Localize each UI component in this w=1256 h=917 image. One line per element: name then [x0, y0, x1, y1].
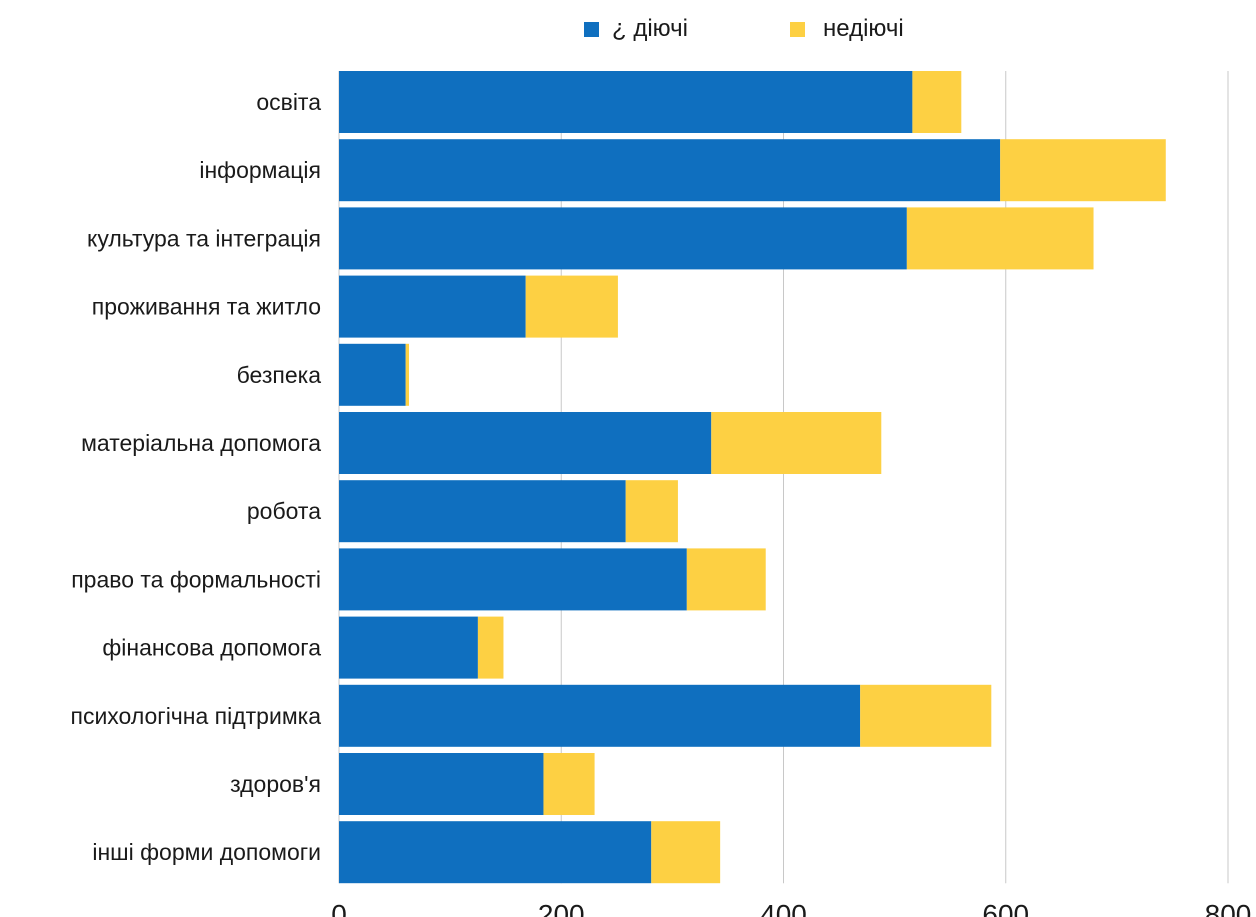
category-labels: освіта інформація культура та інтеграція пр… — [71, 89, 322, 865]
bar-active — [339, 412, 712, 474]
bar-active — [339, 821, 652, 884]
bar-active — [339, 753, 544, 815]
bar-inactive — [525, 275, 618, 338]
bar-inactive — [686, 548, 766, 611]
category-label: фінансова допомога — [102, 635, 321, 661]
x-tick-label: 600 — [982, 899, 1029, 917]
x-axis-ticks: 0 200 400 600 800 — [331, 899, 1251, 917]
category-label: безпека — [237, 362, 322, 388]
x-tick-label: 200 — [538, 899, 585, 917]
category-label: інші форми допомоги — [92, 839, 321, 865]
bar-active — [339, 275, 526, 338]
bar-inactive — [906, 207, 1094, 270]
category-label: проживання та житло — [92, 294, 321, 320]
category-label: робота — [247, 498, 321, 524]
legend-label-inactive: недіючі — [823, 15, 904, 42]
bar-active — [339, 684, 861, 747]
bar-inactive — [543, 753, 595, 815]
bar-active — [339, 71, 913, 133]
bar-inactive — [912, 71, 962, 133]
bar-inactive — [405, 343, 410, 406]
category-label: право та формальності — [71, 566, 321, 592]
bar-inactive — [625, 480, 678, 543]
legend-swatch-active — [584, 22, 599, 37]
gridlines — [338, 71, 1229, 884]
x-tick-label: 0 — [331, 899, 347, 917]
legend-label-active: ¿ діючі — [612, 15, 688, 42]
bar-active — [339, 480, 626, 543]
bar-active — [339, 343, 406, 406]
x-tick-label: 400 — [760, 899, 807, 917]
category-label: психологічна підтримка — [71, 703, 322, 729]
category-label: здоров'я — [230, 771, 321, 797]
bars — [339, 71, 1166, 884]
category-label: освіта — [256, 89, 321, 115]
category-label: інформація — [199, 157, 321, 183]
legend-swatch-inactive — [790, 22, 805, 37]
category-label: матеріальна допомога — [81, 430, 321, 456]
bar-active — [339, 616, 478, 679]
bar-active — [339, 139, 1001, 202]
bar-inactive — [860, 684, 992, 747]
bar-inactive — [477, 616, 504, 679]
category-label: культура та інтеграція — [87, 225, 321, 251]
bar-inactive — [651, 821, 721, 884]
x-tick-label: 800 — [1205, 899, 1252, 917]
legend: ¿ діючі недіючі — [584, 15, 904, 42]
bar-active — [339, 548, 687, 611]
bar-active — [339, 207, 907, 270]
bar-inactive — [1000, 139, 1166, 202]
bar-inactive — [711, 412, 882, 474]
